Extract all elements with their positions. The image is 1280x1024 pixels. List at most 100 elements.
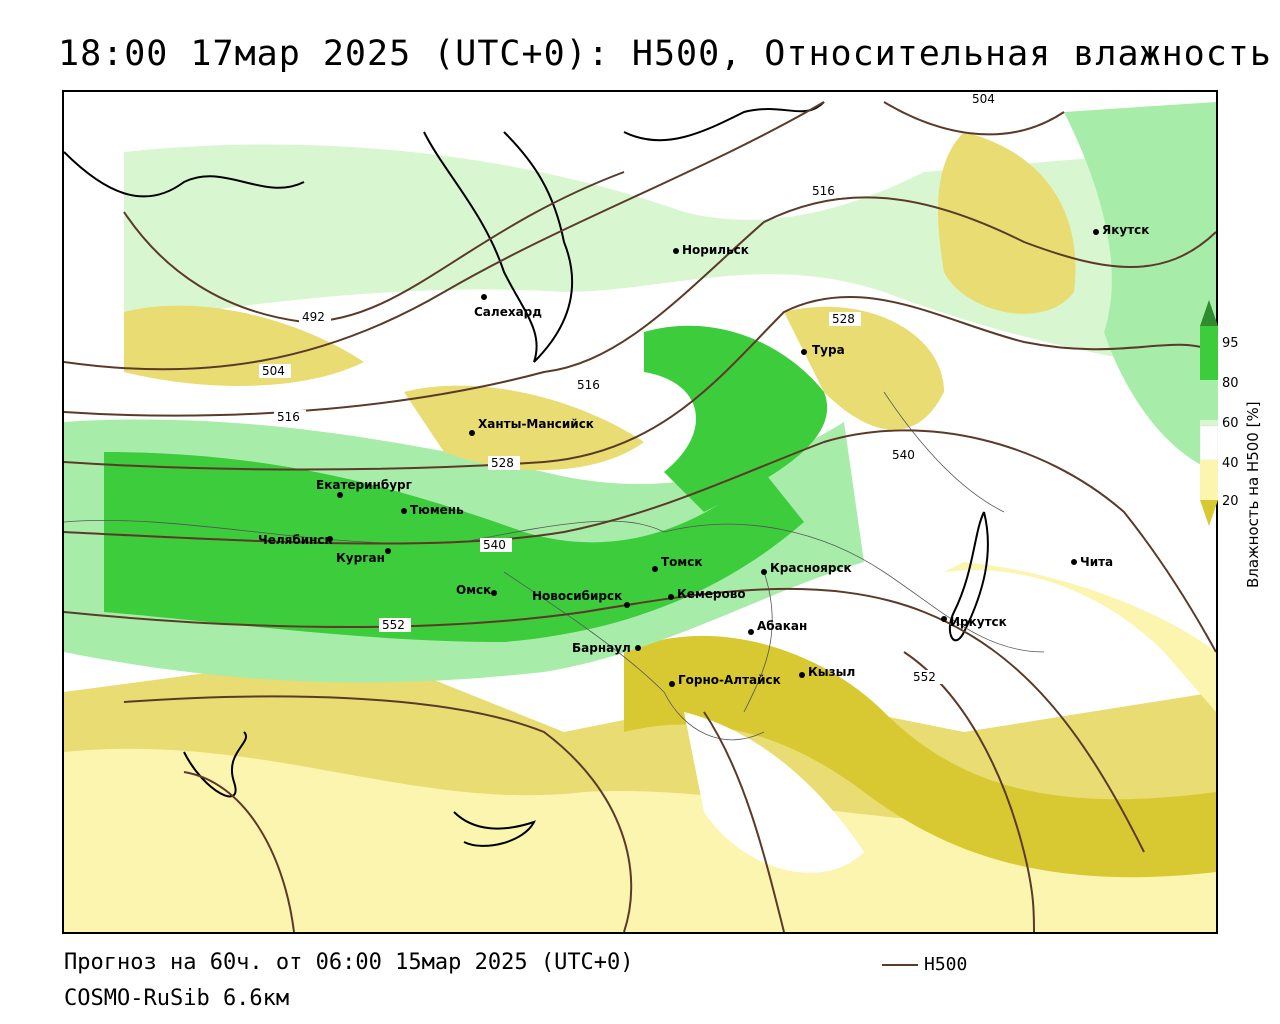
- humidity-yellow-northwest: [124, 305, 364, 386]
- isohypse-label: 528: [829, 312, 861, 326]
- svg-text:Норильск: Норильск: [682, 243, 749, 257]
- isohypse-label: 492: [299, 310, 331, 324]
- svg-text:Омск: Омск: [456, 583, 491, 597]
- isohypse-label: 504: [259, 364, 291, 378]
- colorbar-tick: 80: [1222, 376, 1239, 391]
- city-marker: Томск: [652, 555, 703, 572]
- city-marker: Барнаул: [572, 641, 641, 655]
- colorbar-tick: 60: [1222, 416, 1239, 431]
- svg-text:516: 516: [812, 184, 835, 198]
- isohypse-540: [64, 429, 1216, 653]
- city-marker: Абакан: [748, 619, 807, 635]
- colorbar-30: [1200, 460, 1218, 500]
- isohypse-label: 516: [809, 184, 841, 198]
- city-marker: Екатеринбург: [316, 478, 412, 498]
- city-marker: Ханты-Мансийск: [469, 417, 594, 436]
- isohypse-576: [183, 771, 295, 932]
- svg-text:Кемерово: Кемерово: [677, 587, 746, 601]
- svg-text:540: 540: [483, 538, 506, 552]
- humidity-light-yellow-south: [64, 748, 1216, 932]
- city-marker: Тура: [801, 343, 845, 357]
- humidity-green-belt: [644, 325, 828, 512]
- humidity-light-yellow-east: [944, 562, 1216, 712]
- humidity-light-green-north: [124, 144, 1204, 372]
- humidity-dark-yellow-southeast: [624, 635, 1216, 878]
- svg-text:Екатеринбург: Екатеринбург: [316, 478, 412, 492]
- h500-legend-label: H500: [924, 954, 968, 975]
- isohypse-528: [64, 296, 1216, 471]
- svg-text:528: 528: [491, 456, 514, 470]
- colorbar-title: Влажность на H500 [%]: [1244, 401, 1262, 588]
- svg-text:Салехард: Салехард: [474, 305, 542, 319]
- cities: Якутск Норильск Салехард Тура Ханты-Манс…: [258, 223, 1149, 687]
- svg-text:Челябинск: Челябинск: [258, 533, 333, 547]
- baikal-coast: [948, 511, 989, 642]
- city-marker: Тюмень: [401, 503, 464, 517]
- colorbar-tick: 20: [1222, 494, 1239, 509]
- svg-text:Курган: Курган: [336, 551, 385, 565]
- balkhash-coast: [453, 811, 536, 847]
- colorbar-50: [1200, 420, 1218, 426]
- svg-text:Кызыл: Кызыл: [808, 665, 855, 679]
- isohypses: [64, 101, 1216, 932]
- isohypse-564-east: [903, 651, 1035, 932]
- coastlines: [64, 101, 989, 847]
- svg-text:504: 504: [262, 364, 285, 378]
- taymyr-coast: [623, 101, 825, 142]
- isohypse-516: [64, 196, 1216, 417]
- svg-text:Ханты-Мансийск: Ханты-Мансийск: [478, 417, 594, 431]
- weather-map: 504 516 492 528 504 516 516 528 540 540 …: [62, 90, 1218, 934]
- city-marker: Красноярск: [761, 561, 852, 575]
- svg-text:552: 552: [913, 670, 936, 684]
- colorbar-95: [1200, 300, 1218, 326]
- isohypse-552: [64, 587, 1145, 853]
- city-marker: Новосибирск: [532, 589, 630, 608]
- isohypse-label: 540: [889, 448, 921, 462]
- colorbar-10: [1200, 500, 1218, 526]
- colorbar-tick: 40: [1222, 456, 1239, 471]
- colorbar-tick: 95: [1222, 336, 1239, 351]
- city-marker: Курган: [336, 548, 391, 565]
- svg-text:Барнаул: Барнаул: [572, 641, 631, 655]
- map-title: 18:00 17мар 2025 (UTC+0): H500, Относите…: [58, 34, 1272, 74]
- isohypse-576-east: [703, 711, 785, 932]
- svg-text:Чита: Чита: [1080, 555, 1113, 569]
- svg-text:552: 552: [382, 618, 405, 632]
- caspian-coast: [183, 731, 247, 798]
- svg-text:Томск: Томск: [661, 555, 703, 569]
- svg-text:Горно-Алтайск: Горно-Алтайск: [678, 673, 781, 687]
- h500-legend: H500: [882, 954, 967, 975]
- map-canvas: 504 516 492 528 504 516 516 528 540 540 …: [64, 92, 1216, 932]
- isohypse-labels: 504 516 492 528 504 516 516 528 540 540 …: [259, 92, 1001, 684]
- svg-text:516: 516: [577, 378, 600, 392]
- svg-text:504: 504: [972, 92, 995, 106]
- svg-text:Тюмень: Тюмень: [410, 503, 464, 517]
- svg-text:516: 516: [277, 410, 300, 424]
- humidity-white-south: [684, 712, 864, 873]
- city-marker: Иркутск: [941, 615, 1007, 629]
- city-marker: Чита: [1071, 555, 1113, 569]
- city-marker: Горно-Алтайск: [669, 673, 781, 687]
- humidity-yellow-ob: [404, 385, 644, 471]
- city-marker: Кемерово: [668, 587, 746, 601]
- isohypse-label: 528: [488, 456, 520, 470]
- svg-text:528: 528: [832, 312, 855, 326]
- city-marker: Челябинск: [258, 533, 333, 547]
- city-marker: Якутск: [1093, 223, 1149, 237]
- isohypse-label: 552: [379, 618, 411, 632]
- humidity-green-west: [104, 452, 804, 642]
- humidity-yellow-yakutsk: [938, 132, 1076, 314]
- city-marker: Норильск: [673, 243, 749, 257]
- isohypse-label: 516: [274, 410, 306, 424]
- colorbar-80: [1200, 326, 1218, 380]
- svg-text:Новосибирск: Новосибирск: [532, 589, 622, 603]
- model-caption: COSMO-RuSib 6.6км: [64, 986, 290, 1011]
- svg-text:Якутск: Якутск: [1102, 223, 1149, 237]
- city-marker: Омск: [456, 583, 497, 597]
- isohypse-label: 504: [969, 92, 1001, 106]
- isohypse-564: [123, 695, 633, 932]
- colorbar-40: [1200, 425, 1218, 461]
- city-marker: Салехард: [474, 294, 542, 319]
- humidity-light-green-northeast: [1064, 102, 1216, 472]
- isohypse-label: 540: [480, 538, 512, 552]
